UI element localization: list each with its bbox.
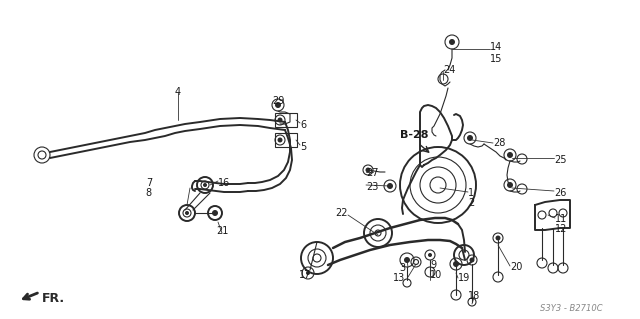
Text: 18: 18 [468,291,480,301]
Text: 23: 23 [366,182,378,192]
Circle shape [467,135,473,141]
Bar [275,133,297,147]
Circle shape [495,235,500,241]
Text: 17: 17 [299,270,311,280]
Text: 13: 13 [393,273,405,283]
Circle shape [185,211,189,215]
Text: 3: 3 [399,263,405,273]
Text: 29: 29 [272,96,284,106]
Text: FR.: FR. [42,293,65,306]
Circle shape [404,257,410,263]
Text: 15: 15 [490,54,502,64]
Circle shape [203,183,207,187]
Circle shape [470,257,474,263]
Text: 21: 21 [216,226,228,236]
Text: 28: 28 [493,138,506,148]
Circle shape [365,167,371,173]
Circle shape [507,152,513,158]
Text: 12: 12 [555,224,568,234]
Circle shape [387,183,393,189]
Circle shape [449,39,455,45]
Text: 1: 1 [468,188,474,198]
Bar [275,113,297,127]
Circle shape [428,253,432,257]
Text: B-28: B-28 [400,130,429,140]
Text: 9: 9 [430,260,436,270]
Text: 20: 20 [510,262,522,272]
Text: 8: 8 [146,188,152,198]
Circle shape [306,271,310,275]
Text: 11: 11 [555,214,567,224]
Text: 6: 6 [300,120,306,130]
Text: 24: 24 [443,65,456,75]
Text: 26: 26 [554,188,566,198]
Text: 27: 27 [366,168,378,178]
Text: 2: 2 [468,198,474,208]
Circle shape [453,261,459,267]
Circle shape [212,210,218,216]
Circle shape [507,182,513,188]
Text: 19: 19 [458,273,470,283]
Circle shape [278,117,282,122]
Text: 7: 7 [146,178,152,188]
Text: 5: 5 [300,142,307,152]
Text: 10: 10 [430,270,442,280]
Circle shape [278,137,282,143]
Text: S3Y3 - B2710C: S3Y3 - B2710C [540,304,603,313]
Text: 14: 14 [490,42,502,52]
Text: 22: 22 [335,208,348,218]
Text: 4: 4 [175,87,181,97]
Text: 16: 16 [218,178,230,188]
Text: 25: 25 [554,155,566,165]
Circle shape [275,102,281,108]
